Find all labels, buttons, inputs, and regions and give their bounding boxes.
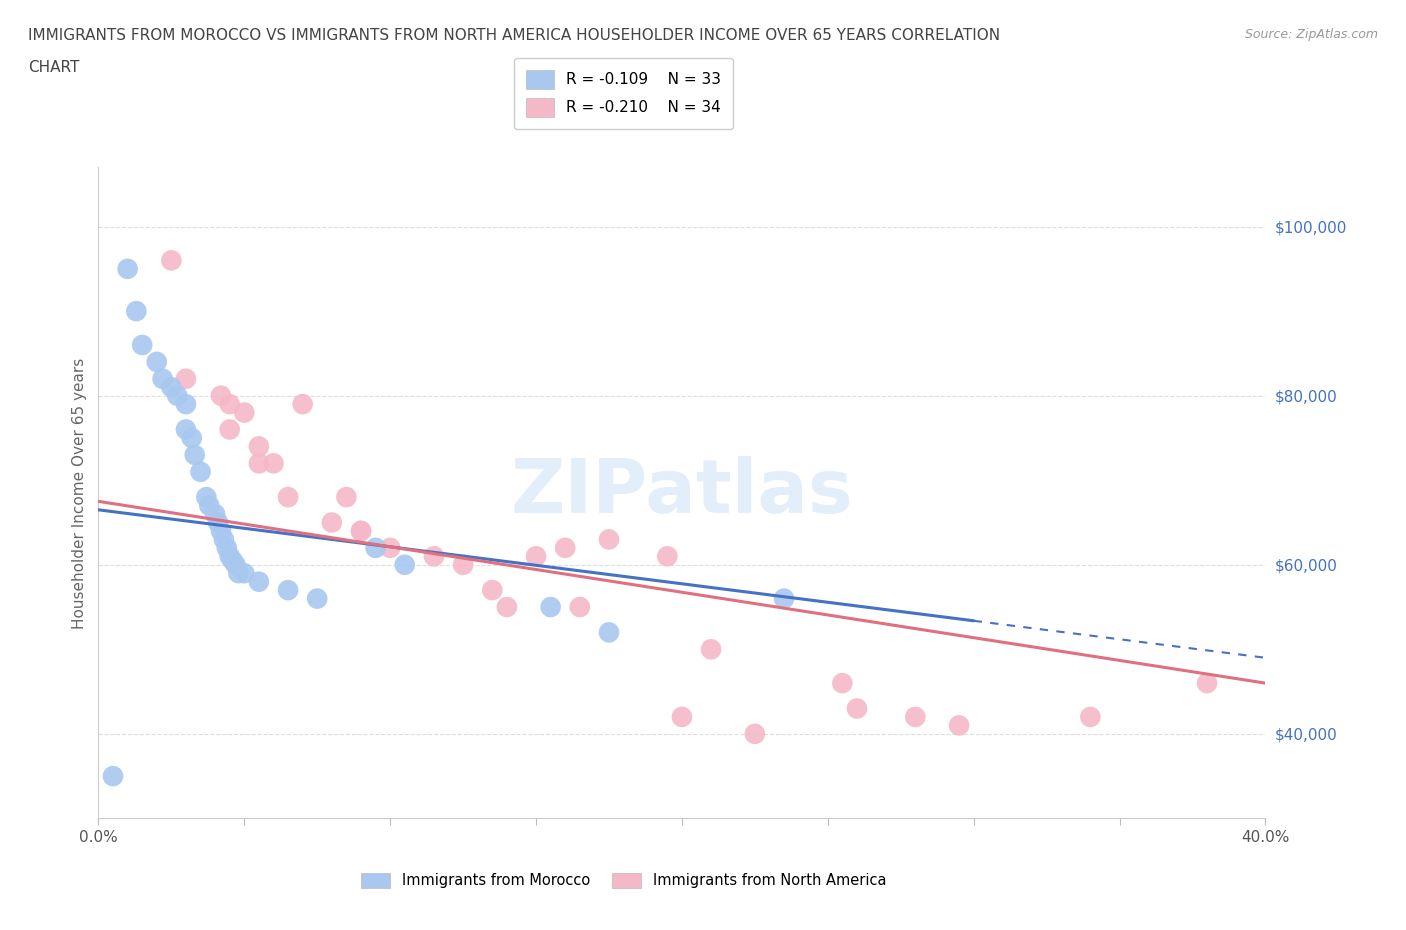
Point — [540, 600, 562, 615]
Point — [198, 498, 221, 513]
Point — [335, 490, 357, 505]
Point — [291, 397, 314, 412]
Point — [218, 397, 240, 412]
Point — [174, 397, 197, 412]
Point — [228, 565, 250, 580]
Point — [125, 304, 148, 319]
Point — [524, 549, 547, 564]
Point — [423, 549, 446, 564]
Point — [277, 583, 299, 598]
Point — [117, 261, 139, 276]
Point — [146, 354, 169, 369]
Point — [657, 549, 679, 564]
Point — [831, 676, 853, 691]
Point — [394, 557, 416, 572]
Point — [773, 591, 796, 606]
Point — [101, 769, 124, 784]
Point — [218, 422, 240, 437]
Point — [948, 718, 970, 733]
Point — [221, 553, 243, 568]
Point — [183, 447, 205, 462]
Point — [671, 710, 693, 724]
Text: CHART: CHART — [28, 60, 80, 75]
Point — [209, 388, 232, 403]
Point — [380, 540, 402, 555]
Point — [496, 600, 519, 615]
Text: ZIPatlas: ZIPatlas — [510, 457, 853, 529]
Point — [160, 379, 183, 394]
Point — [233, 565, 256, 580]
Point — [307, 591, 329, 606]
Point — [174, 371, 197, 386]
Point — [247, 574, 270, 589]
Y-axis label: Householder Income Over 65 years: Householder Income Over 65 years — [72, 357, 87, 629]
Point — [212, 532, 235, 547]
Point — [554, 540, 576, 555]
Point — [233, 405, 256, 420]
Point — [321, 515, 343, 530]
Point — [350, 524, 373, 538]
Point — [180, 431, 202, 445]
Point — [209, 524, 232, 538]
Point — [700, 642, 723, 657]
Point — [262, 456, 284, 471]
Point — [277, 490, 299, 505]
Point — [131, 338, 153, 352]
Point — [904, 710, 927, 724]
Point — [1080, 710, 1102, 724]
Point — [218, 549, 240, 564]
Point — [350, 524, 373, 538]
Point — [568, 600, 591, 615]
Point — [215, 540, 238, 555]
Point — [225, 557, 247, 572]
Point — [247, 439, 270, 454]
Point — [1195, 676, 1218, 691]
Point — [204, 507, 226, 522]
Point — [174, 422, 197, 437]
Point — [190, 464, 212, 479]
Point — [152, 371, 174, 386]
Point — [247, 456, 270, 471]
Point — [598, 625, 620, 640]
Text: Source: ZipAtlas.com: Source: ZipAtlas.com — [1244, 28, 1378, 41]
Point — [166, 388, 188, 403]
Point — [846, 701, 869, 716]
Point — [160, 253, 183, 268]
Point — [744, 726, 766, 741]
Point — [207, 515, 229, 530]
Point — [451, 557, 474, 572]
Legend: Immigrants from Morocco, Immigrants from North America: Immigrants from Morocco, Immigrants from… — [354, 865, 893, 896]
Text: IMMIGRANTS FROM MOROCCO VS IMMIGRANTS FROM NORTH AMERICA HOUSEHOLDER INCOME OVER: IMMIGRANTS FROM MOROCCO VS IMMIGRANTS FR… — [28, 28, 1000, 43]
Point — [195, 490, 218, 505]
Point — [598, 532, 620, 547]
Point — [364, 540, 387, 555]
Point — [481, 583, 503, 598]
